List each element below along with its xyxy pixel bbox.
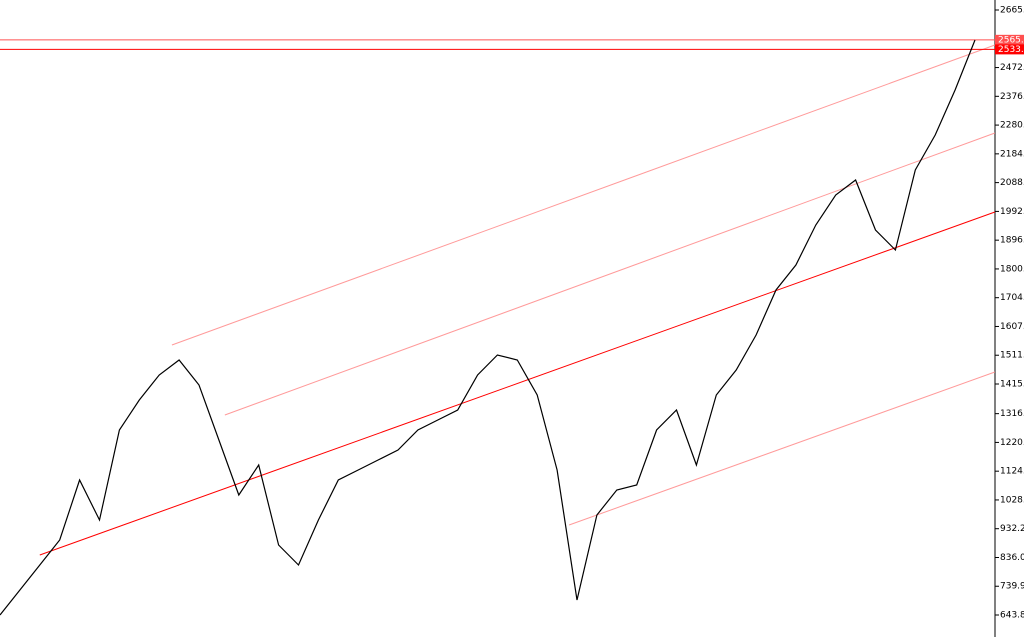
y-tick-label: 643.86 bbox=[1000, 611, 1024, 621]
trend-line bbox=[224, 132, 996, 416]
y-tick-label: 1511.8 bbox=[1000, 351, 1024, 361]
price-label-box bbox=[995, 44, 1024, 55]
y-tick-label: 1704.0 bbox=[1000, 293, 1024, 303]
y-tick-label: 1896.2 bbox=[1000, 236, 1024, 246]
price-line bbox=[0, 39, 976, 616]
y-tick-label: 836.05 bbox=[1000, 553, 1024, 563]
y-tick-label: 1124.4 bbox=[1000, 467, 1024, 477]
price-label: 2565.5 bbox=[998, 35, 1024, 45]
y-tick-label: 1415.7 bbox=[1000, 379, 1024, 389]
y-tick-label: 2184.6 bbox=[1000, 149, 1024, 159]
trend-line bbox=[171, 44, 996, 346]
y-tick-label: 1800.1 bbox=[1000, 264, 1024, 274]
y-tick-label: 2376.8 bbox=[1000, 92, 1024, 102]
price-label: 2533.6 bbox=[998, 45, 1024, 55]
y-tick-label: 1607.9 bbox=[1000, 322, 1024, 332]
y-tick-label: 739.98 bbox=[1000, 582, 1024, 592]
trend-line bbox=[568, 371, 996, 526]
y-tick-label: 1316.6 bbox=[1000, 409, 1024, 419]
y-tick-label: 1028.3 bbox=[1000, 495, 1024, 505]
y-tick-label: 2472.9 bbox=[1000, 63, 1024, 73]
y-tick-label: 932.21 bbox=[1000, 524, 1024, 534]
y-tick-label: 2280.7 bbox=[1000, 121, 1024, 131]
y-tick-label: 2665.2 bbox=[1000, 5, 1024, 15]
trend-line bbox=[39, 211, 996, 556]
y-tick-label: 1220.5 bbox=[1000, 438, 1024, 448]
y-tick-label: 1992.3 bbox=[1000, 207, 1024, 217]
y-tick-label: 2088.5 bbox=[1000, 178, 1024, 188]
price-label-box bbox=[995, 34, 1024, 45]
